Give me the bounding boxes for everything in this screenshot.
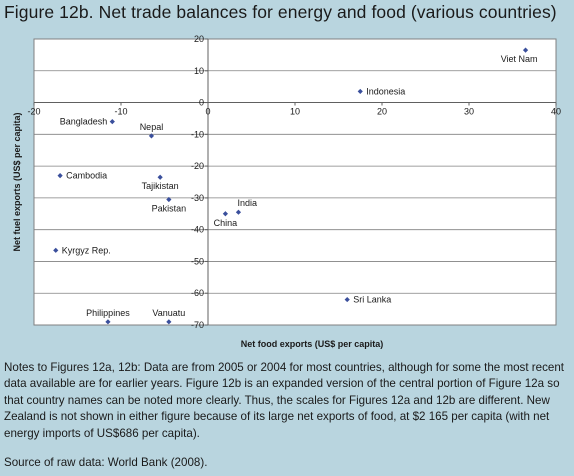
data-point [222, 211, 228, 217]
data-point [344, 296, 350, 303]
point-label: China [214, 218, 238, 228]
point-label: Cambodia [66, 171, 107, 181]
data-point [57, 173, 63, 179]
point-label: Kyrgyz Rep. [62, 245, 111, 255]
x-tick-label: 40 [551, 107, 561, 117]
data-point [522, 47, 529, 53]
data-point [357, 88, 363, 95]
point-label: Viet Nam [501, 54, 538, 64]
y-tick-label: -30 [191, 193, 204, 203]
data-point [148, 133, 155, 139]
point-label: Bangladesh [60, 117, 108, 127]
y-tick-label: 20 [194, 34, 204, 44]
x-tick-label: -20 [27, 107, 40, 117]
y-tick-label: -60 [191, 288, 204, 298]
x-tick-label: -10 [114, 107, 127, 117]
data-point [235, 209, 242, 215]
y-tick-label: -50 [191, 256, 204, 266]
y-tick-label: -20 [191, 161, 204, 171]
x-tick-label: 30 [464, 107, 474, 117]
y-tick-label: -10 [191, 129, 204, 139]
plot-area [33, 38, 557, 326]
point-label: Nepal [140, 122, 164, 132]
data-point [53, 247, 59, 253]
y-tick-label: -40 [191, 225, 204, 235]
y-tick-label: -70 [191, 320, 204, 330]
point-label: India [237, 198, 257, 208]
figure-notes: Notes to Figures 12a, 12b: Data are from… [4, 361, 565, 440]
x-tick-label: 0 [205, 107, 210, 117]
x-axis-label: Net food exports (US$ per capita) [241, 339, 384, 349]
x-tick-label: 10 [290, 107, 300, 117]
point-label: Pakistan [152, 203, 187, 213]
figure-title: Figure 12b. Net trade balances for energ… [4, 2, 557, 22]
data-point [157, 174, 163, 180]
point-label: Indonesia [366, 86, 405, 96]
data-points: Viet Nam Indonesia Bangladesh Nepal Cambodia… [53, 47, 538, 325]
y-tick-label: 0 [199, 98, 204, 108]
data-point [166, 196, 172, 203]
y-tick-label: 10 [194, 66, 204, 76]
point-label: Vanuatu [152, 308, 185, 318]
data-point [109, 119, 115, 125]
point-label: Tajikistan [142, 181, 179, 191]
x-tick-label: 20 [377, 107, 387, 117]
point-label: Sri Lanka [353, 295, 391, 305]
data-point [105, 319, 111, 325]
y-axis-label: Net fuel exports (US$ per capita) [12, 112, 22, 251]
tick-labels: -20 -10 0 10 20 30 40 20 10 0 -10 -20 -30 -40 -50 -60 -7… [27, 34, 561, 330]
axes [33, 38, 557, 326]
scatter-chart: -20 -10 0 10 20 30 40 20 10 0 -10 -20 -30 -40 -50 -60 -7… [12, 34, 561, 349]
data-point [166, 319, 172, 325]
data-source: Source of raw data: World Bank (2008). [4, 456, 208, 469]
point-label: Philippines [86, 308, 130, 318]
